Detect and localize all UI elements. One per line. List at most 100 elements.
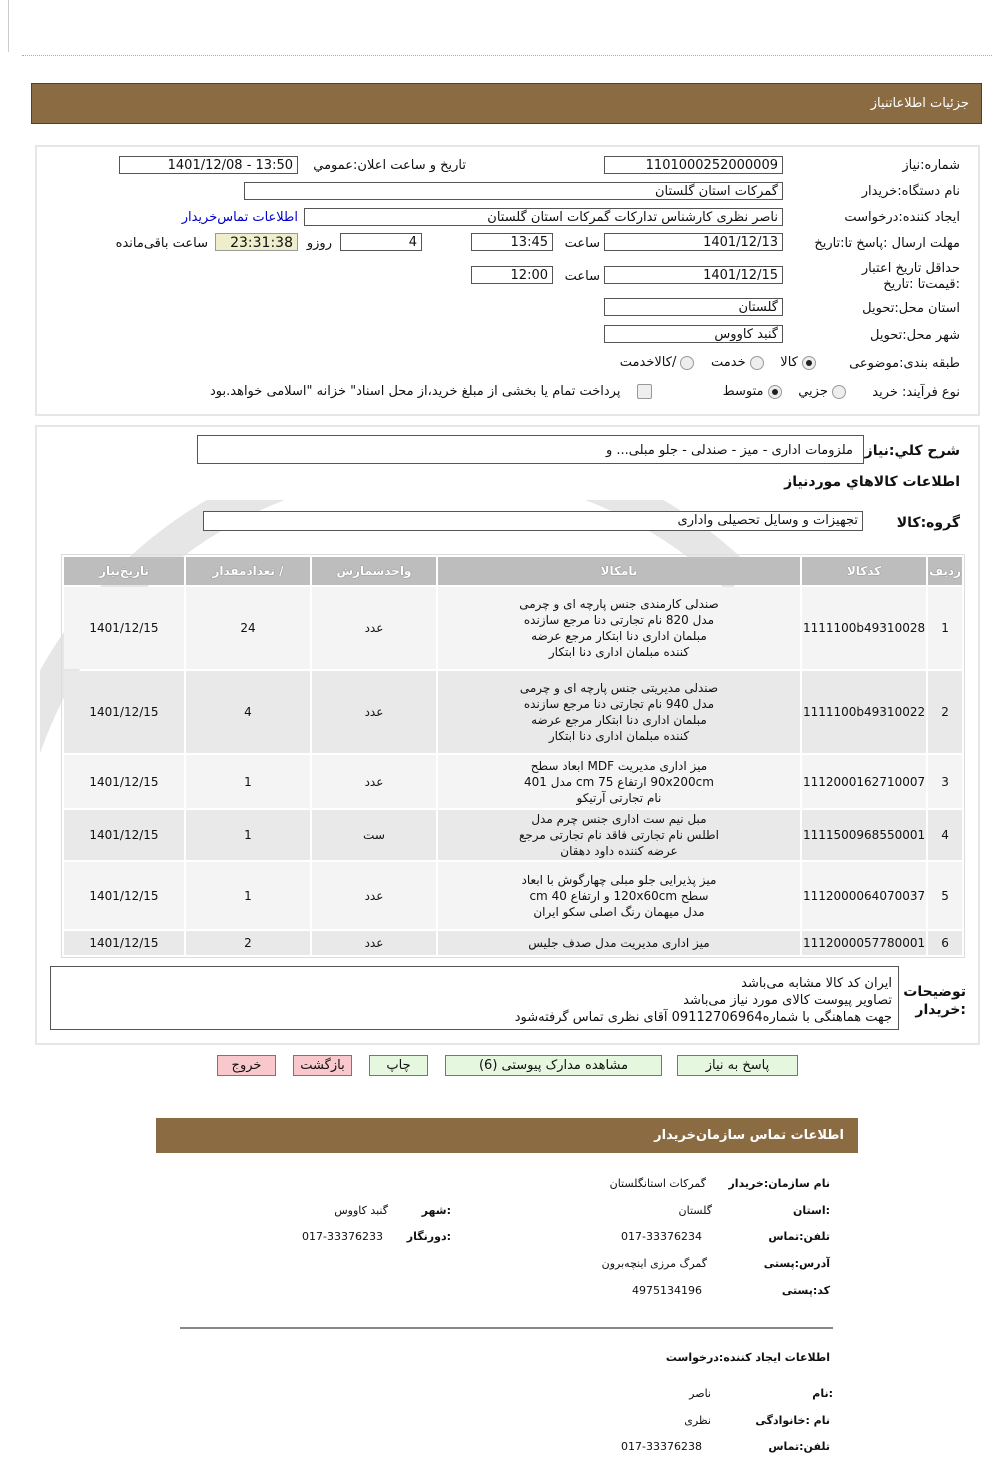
creator-phone-value: 017-33376238 — [621, 1440, 702, 1453]
unit-cell: عدد — [311, 931, 436, 955]
validity-label: حداقل تاریخ اعتبار :قیمت‌تا :تاریخ — [861, 261, 960, 292]
qty-cell: 2 — [185, 931, 310, 955]
phone-value: 017-33376234 — [621, 1230, 702, 1243]
name-value: ناصر — [689, 1387, 711, 1400]
group-label: گروه:کالا — [896, 515, 960, 531]
qty-cell: 1 — [185, 755, 310, 808]
table-row: 1 1111100b49310028 صندلی کارمندی جنس پارچه… — [64, 587, 962, 669]
col-unit: واحدشمارش — [311, 557, 436, 585]
announce-field: 1401/12/08 - 13:50 — [119, 156, 298, 174]
address-label: آدرس:پستی — [763, 1257, 830, 1270]
category-radio-group: کالا خدمت /کالاخدمت — [620, 355, 816, 370]
qty-cell: 1 — [185, 810, 310, 860]
city-label: شهر محل:تحویل — [870, 328, 960, 343]
deadline-time-label: ساعت — [564, 236, 600, 251]
date-cell: 1401/12/15 — [64, 931, 184, 955]
deadline-date-field: 1401/12/13 — [604, 233, 783, 251]
contact-province-label: :استان — [793, 1204, 830, 1217]
name-cell: میز اداری مدیریت MDF ابعاد سطح 90x200cm … — [437, 755, 800, 808]
postal-value: 4975134196 — [632, 1284, 702, 1297]
goods-table: ردیف کدکالا نامکالا واحدشمارش / تعدادمقد… — [62, 555, 964, 957]
process-option-label: جزیي — [798, 384, 828, 399]
exit-button[interactable]: خروج — [217, 1055, 276, 1076]
contact-header: اطلاعات تماس سازمان‌خریدار — [156, 1118, 858, 1153]
need-number-label: شماره:نیاز — [902, 158, 960, 173]
col-name: نامکالا — [437, 557, 800, 585]
category-radio-both[interactable] — [680, 355, 695, 370]
table-row: 3 1112000162710007 میز اداری مدیریت MDF اب… — [64, 755, 962, 808]
contact-province-value: گلستان — [678, 1204, 712, 1217]
city-field: گنبد کاووس — [604, 325, 783, 343]
validity-time-label: ساعت — [564, 269, 600, 284]
days-field: 4 — [340, 233, 422, 251]
process-label: نوع فرآیند: خرید — [872, 385, 960, 400]
creator-label: ایجاد کننده:درخواست — [844, 210, 960, 225]
province-field: گلستان — [604, 298, 783, 316]
reply-button[interactable]: پاسخ به نیاز — [677, 1055, 798, 1076]
goods-heading: اطلاعات کالاهاي موردنیاز — [784, 474, 960, 490]
print-button[interactable]: چاپ — [369, 1055, 428, 1076]
row-number-cell: 6 — [928, 931, 962, 955]
date-cell: 1401/12/15 — [64, 862, 184, 929]
fax-label: :دورنگار — [406, 1230, 451, 1243]
qty-cell: 4 — [185, 671, 310, 753]
row-number-cell: 3 — [928, 755, 962, 808]
watermark — [40, 500, 752, 754]
category-option-label: کالا — [780, 355, 798, 370]
name-cell: مبل نیم ست اداری جنس چرم مدل اطلس نام تج… — [437, 810, 800, 860]
contact-title: اطلاعات تماس سازمان‌خریدار — [654, 1128, 844, 1143]
table-row: 2 1111100b49310022 صندلی مدیریتی جنس پارچه… — [64, 671, 962, 753]
payment-note: پرداخت تمام یا بخشی از مبلغ خرید،از محل … — [210, 384, 621, 399]
deadline-time-field: 13:45 — [471, 233, 553, 251]
contact-city-label: :شهر — [421, 1204, 451, 1217]
table-row: 6 1112000057780001 میز اداری مدیریت مدل صد… — [64, 931, 962, 955]
family-label: نام :خانوادگی — [755, 1414, 830, 1427]
family-value: نظری — [684, 1414, 711, 1427]
col-date: تاریخ‌نیاز — [64, 557, 184, 585]
category-radio-service[interactable] — [749, 355, 764, 370]
unit-cell: عدد — [311, 862, 436, 929]
unit-cell: عدد — [311, 671, 436, 753]
need-details-panel — [35, 145, 980, 416]
days-label: روزو — [306, 236, 332, 251]
org-label: نام سازمان:خریدار — [728, 1177, 830, 1190]
deadline-label: مهلت ارسال :پاسخ تا:تاریخ — [814, 236, 960, 251]
province-label: استان محل:تحویل — [862, 301, 960, 316]
name-label: :نام — [812, 1387, 833, 1400]
category-radio-goods[interactable] — [802, 355, 816, 370]
announce-label: تاریخ و ساعت اعلان:عمومي — [313, 158, 466, 173]
code-cell: 1112000064070037 — [801, 862, 927, 929]
process-radio-group: جزیي متوسط — [723, 384, 846, 399]
process-option-label: متوسط — [722, 384, 764, 399]
attachments-button[interactable]: مشاهده مدارک پیوستی (6) — [445, 1055, 662, 1076]
note-line: تصاویر پیوست کالای مورد نیاز می‌باشد — [683, 993, 892, 1008]
category-option-label: خدمت — [711, 355, 746, 370]
category-option-label: /کالاخدمت — [619, 355, 677, 370]
goods-panel — [35, 425, 980, 1045]
date-cell: 1401/12/15 — [64, 755, 184, 808]
contact-divider — [180, 1327, 833, 1329]
creator-field: ناصر نظری کارشناس تدارکات گمرکات استان گ… — [304, 208, 783, 226]
unit-cell: عدد — [311, 755, 436, 808]
summary-label: شرح کلي:نیاز — [864, 443, 960, 459]
back-button[interactable]: بازگشت — [293, 1055, 352, 1076]
buyer-contact-link[interactable]: اطلاعات تماس‌خریدار — [181, 210, 298, 225]
process-radio-minor[interactable] — [832, 384, 846, 399]
date-cell: 1401/12/15 — [64, 671, 184, 753]
table-row: 5 1112000064070037 میز پذیرایی جلو مبلی چه… — [64, 862, 962, 929]
code-cell: 1111100b49310028 — [801, 587, 927, 669]
payment-option: پرداخت تمام یا بخشی از مبلغ خرید،از محل … — [210, 384, 652, 399]
row-number-cell: 4 — [928, 810, 962, 860]
process-radio-medium[interactable] — [767, 384, 782, 399]
col-code: کدکالا — [801, 557, 927, 585]
row-number-cell: 1 — [928, 587, 962, 669]
unit-cell: عدد — [311, 587, 436, 669]
payment-checkbox[interactable] — [637, 384, 652, 399]
row-number-cell: 2 — [928, 671, 962, 753]
qty-cell: 24 — [185, 587, 310, 669]
code-cell: 1111500968550001 — [801, 810, 927, 860]
summary-field: ملزومات اداری - میز - صندلی - جلو مبلی..… — [197, 435, 864, 464]
contact-city-value: گنبد کاووس — [334, 1204, 388, 1217]
date-cell: 1401/12/15 — [64, 587, 184, 669]
table-row: 4 1111500968550001 مبل نیم ست اداری جنس چر… — [64, 810, 962, 860]
